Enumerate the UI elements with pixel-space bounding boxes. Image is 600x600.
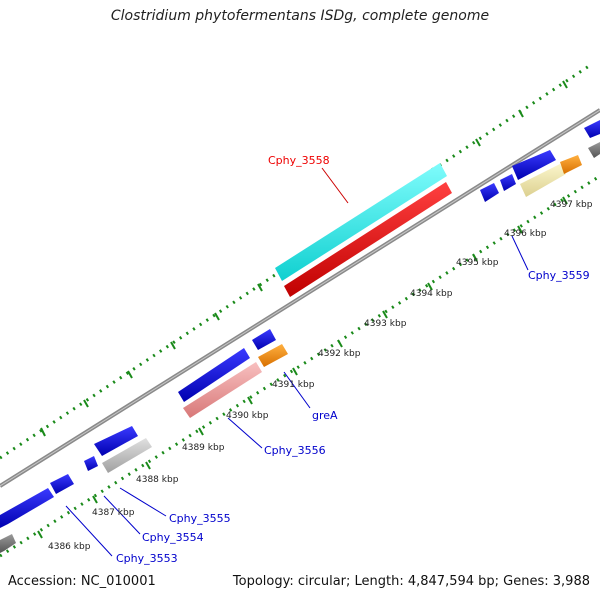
tick-label: 4397 kbp	[550, 200, 593, 210]
tick-label: 4395 kbp	[456, 258, 499, 268]
genome-backbone	[0, 108, 600, 488]
gene-label-cphy-3553[interactable]: Cphy_3553	[116, 552, 178, 565]
gene-label-cphy-3558[interactable]: Cphy_3558	[268, 154, 330, 167]
gene-feature[interactable]	[252, 329, 276, 350]
gene-feature-highlight[interactable]	[275, 163, 447, 281]
tick-label: 4394 kbp	[410, 289, 453, 299]
gene-features	[0, 120, 600, 553]
gene-feature[interactable]	[50, 474, 74, 494]
gene-feature[interactable]	[500, 174, 516, 191]
tick-label: 4386 kbp	[48, 542, 91, 552]
tick-label: 4391 kbp	[272, 380, 315, 390]
gene-label-cphy-3554[interactable]: Cphy_3554	[142, 531, 204, 544]
gene-label-cphy-3555[interactable]: Cphy_3555	[169, 512, 231, 525]
genome-summary-text: Topology: circular; Length: 4,847,594 bp…	[232, 574, 590, 589]
gene-feature[interactable]	[480, 183, 499, 202]
gene-feature[interactable]	[584, 120, 600, 138]
gene-feature[interactable]	[0, 534, 16, 553]
gene-feature[interactable]	[0, 488, 54, 528]
tick-label: 4390 kbp	[226, 411, 269, 421]
accession-text: Accession: NC_010001	[8, 574, 156, 589]
label-leaders	[65, 167, 529, 557]
gene-label-cphy-3559[interactable]: Cphy_3559	[528, 269, 590, 282]
gene-feature[interactable]	[102, 438, 152, 473]
tick-label: 4389 kbp	[182, 443, 225, 453]
gene-labels: Cphy_3553 Cphy_3554 Cphy_3555 Cphy_3556 …	[116, 154, 590, 565]
tick-label: 4388 kbp	[136, 475, 179, 485]
gene-feature[interactable]	[183, 362, 262, 418]
tick-label: 4392 kbp	[318, 349, 361, 359]
gene-feature[interactable]	[588, 142, 600, 158]
tick-label: 4396 kbp	[504, 229, 547, 239]
gene-feature[interactable]	[258, 344, 288, 367]
map-title: Clostridium phytofermentans ISDg, comple…	[110, 8, 490, 24]
gene-label-cphy-3556[interactable]: Cphy_3556	[264, 444, 326, 457]
inner-tick-ring	[0, 174, 600, 558]
gene-feature[interactable]	[512, 150, 556, 180]
tick-label: 4393 kbp	[364, 319, 407, 329]
tick-labels: 4386 kbp 4387 kbp 4388 kbp 4389 kbp 4390…	[48, 200, 593, 552]
gene-feature[interactable]	[560, 155, 582, 174]
gene-feature[interactable]	[94, 426, 138, 456]
gene-feature[interactable]	[178, 348, 250, 402]
tick-label: 4387 kbp	[92, 508, 135, 518]
gene-feature[interactable]	[284, 182, 452, 297]
gene-feature[interactable]	[520, 164, 566, 197]
gene-label-grea[interactable]: greA	[312, 409, 338, 422]
gene-feature[interactable]	[84, 456, 98, 471]
